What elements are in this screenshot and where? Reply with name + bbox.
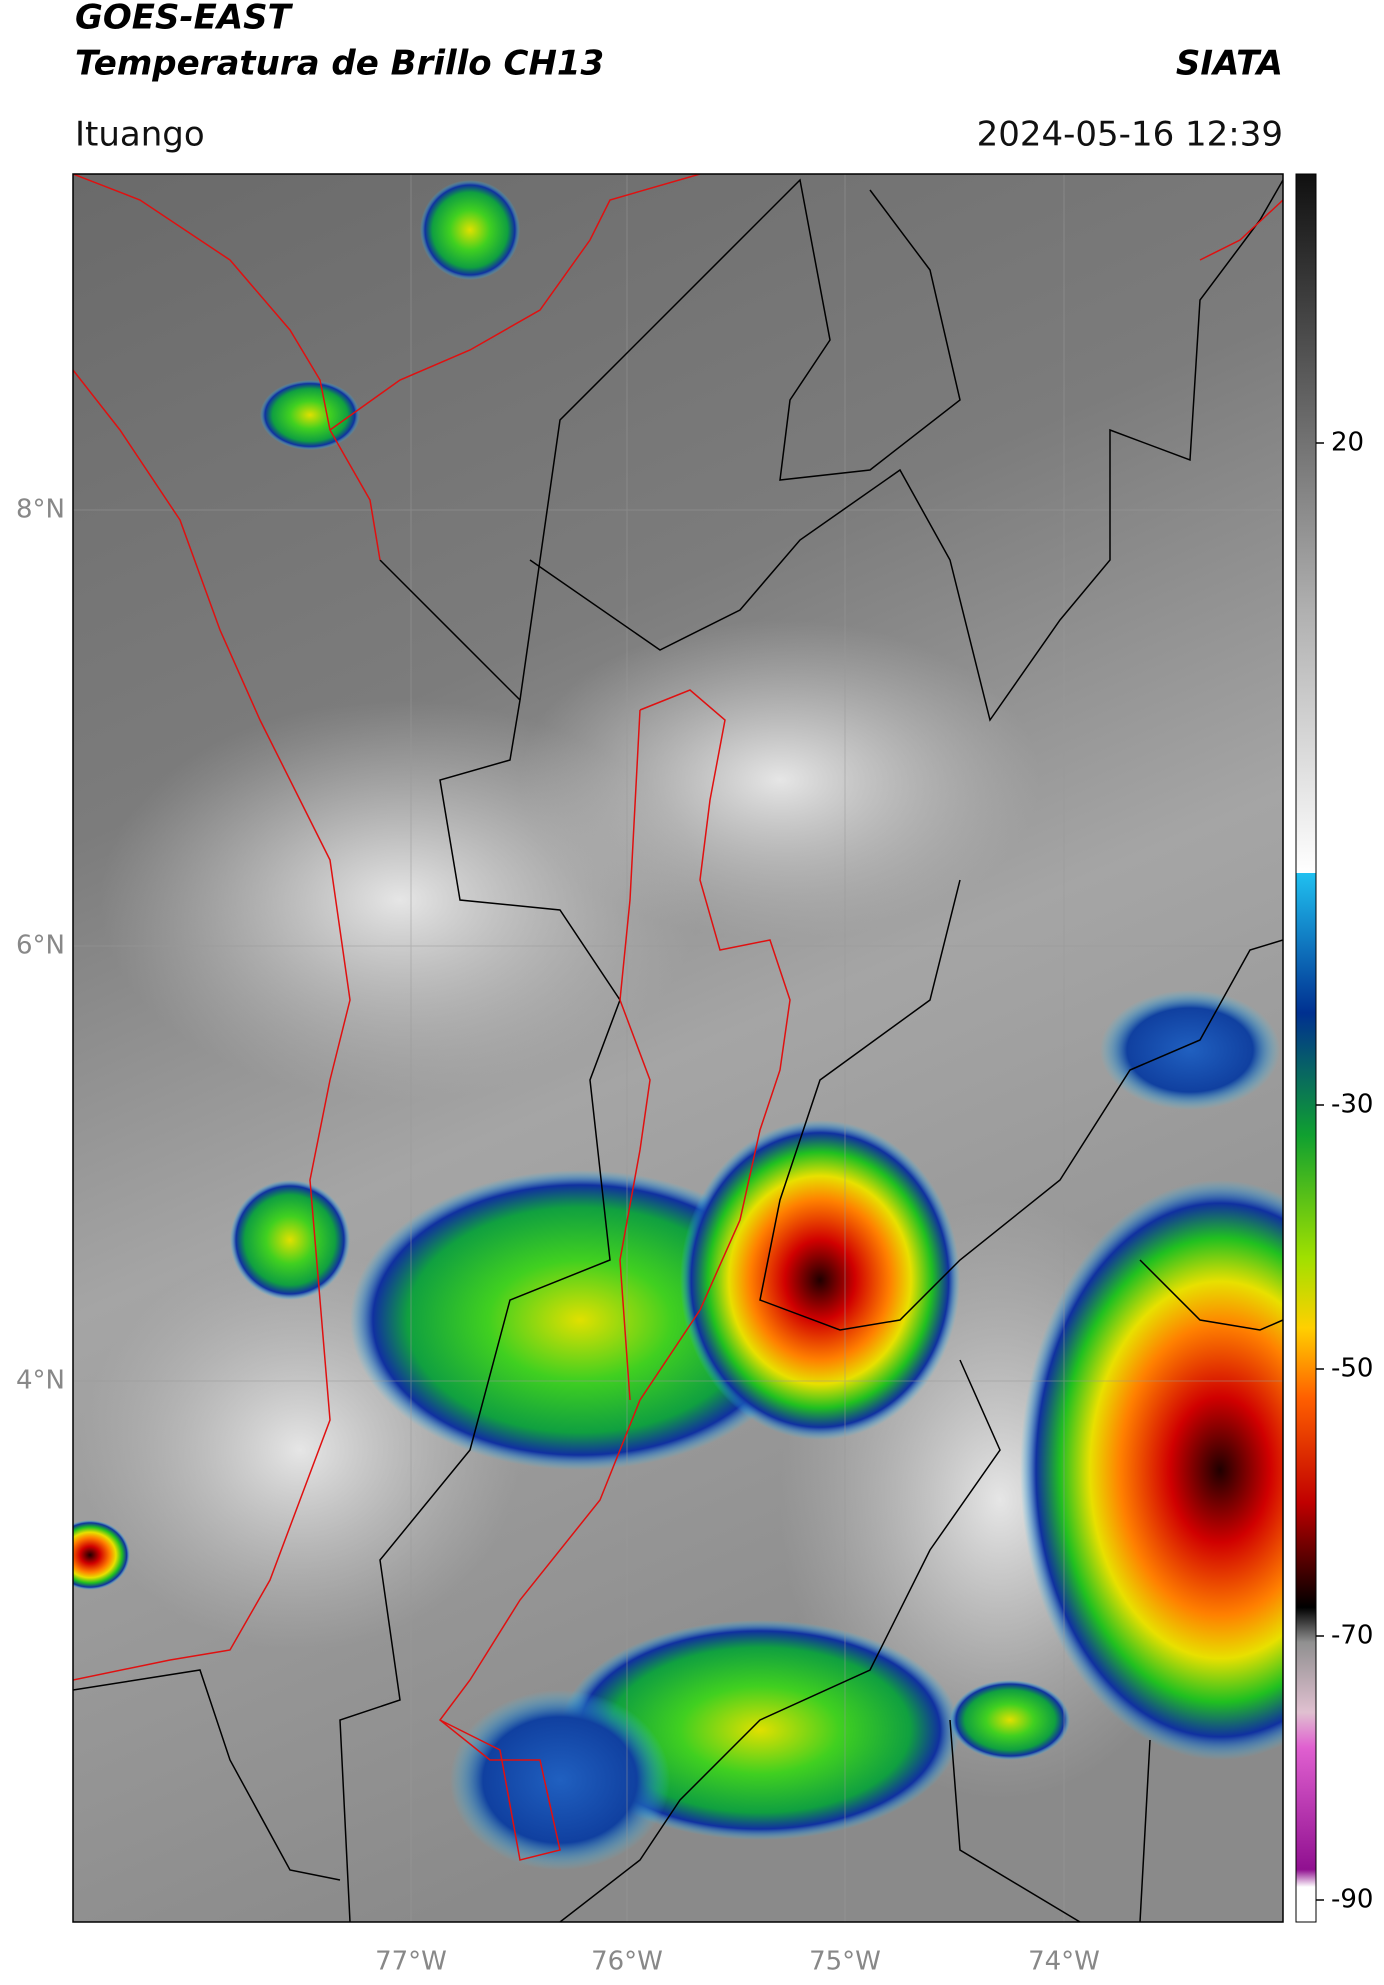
- lon-label: 77°W: [375, 1947, 447, 1977]
- colorbar-tick: -50: [1331, 1354, 1373, 1384]
- lon-label: 75°W: [809, 1947, 881, 1977]
- region: Ituango: [75, 115, 205, 155]
- lon-label: 74°W: [1028, 1947, 1100, 1977]
- lon-label: 76°W: [591, 1947, 663, 1977]
- colorbar-tick: 20: [1331, 428, 1364, 458]
- lat-label: 4°N: [16, 1366, 65, 1396]
- map-frame: [72, 173, 1284, 1923]
- title: GOES-EAST: [75, 0, 294, 38]
- lat-label: 6°N: [16, 931, 65, 961]
- colorbar-tick: -90: [1331, 1885, 1373, 1915]
- colorbar: [1295, 173, 1317, 1923]
- brand: SIATA: [1176, 44, 1283, 84]
- colorbar-tick: -30: [1331, 1090, 1373, 1120]
- subtitle: Temperatura de Brillo CH13: [75, 44, 604, 84]
- colorbar-tick: -70: [1331, 1621, 1373, 1651]
- lat-label: 8°N: [16, 495, 65, 525]
- satellite-image: [73, 174, 1283, 1922]
- datetime: 2024-05-16 12:39: [977, 115, 1283, 155]
